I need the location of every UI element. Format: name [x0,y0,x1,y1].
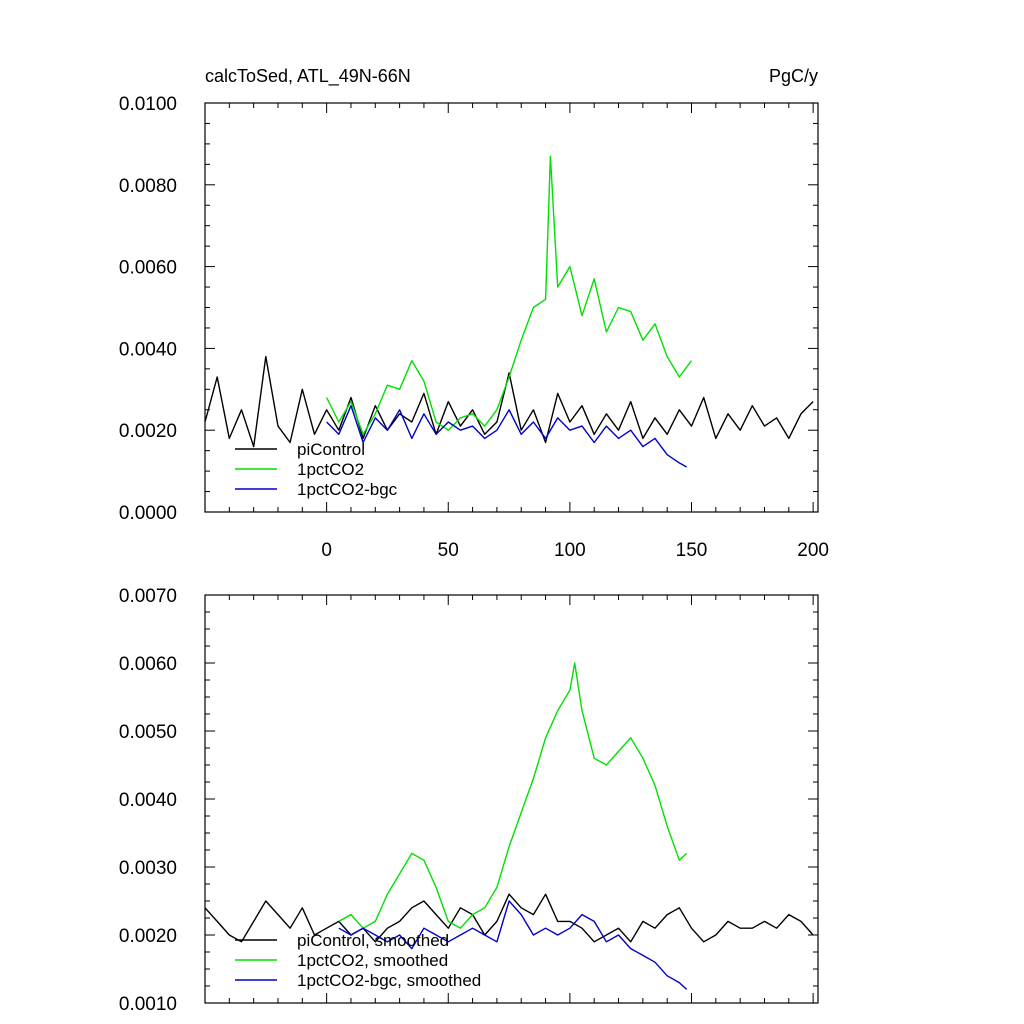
series-line-picontrol-smoothed [204,893,814,943]
y-tick-label: 0.0100 [119,94,177,115]
y-tick-label: 0.0030 [119,858,177,879]
chart-title: calcToSed, ATL_49N-66N [205,66,411,87]
bottom-panel: 0.0010 0.0020 0.0030 0.0040 0.0050 0.0060 0.00… [119,586,819,1015]
x-ticks [204,103,814,512]
y-tick-label: 0.0070 [119,586,177,607]
y-tick-label: 0.0040 [119,790,177,811]
legend-label: piControl [297,440,365,459]
units-label: PgC/y [769,66,818,86]
legend-label: piControl, smoothed [297,931,449,950]
y-tick-label: 0.0010 [119,994,177,1015]
y-ticks [205,594,818,1004]
y-ticks [205,102,818,513]
top-panel: 0 50 100 150 200 0.0000 0.0020 0.0040 0.0060 0.00… [119,66,829,561]
y-tick-label: 0.0040 [119,339,177,360]
x-ticks [204,595,814,1003]
y-tick-label: 0.0020 [119,926,177,947]
y-tick-label: 0.0060 [119,258,177,279]
x-tick-label: 50 [438,540,459,561]
series-line-1pctco2-smoothed [338,662,688,929]
y-tick-label: 0.0000 [119,503,177,524]
x-tick-label: 200 [797,540,829,561]
y-tick-label: 0.0060 [119,654,177,675]
y-tick-label: 0.0050 [119,722,177,743]
series-line-picontrol [204,355,814,448]
legend-label: 1pctCO2 [297,460,364,479]
x-tick-label: 0 [321,540,332,561]
legend-label: 1pctCO2-bgc, smoothed [297,971,481,990]
series-line-1pctco2-bgc [326,405,687,468]
legend-label: 1pctCO2, smoothed [297,951,448,970]
series-line-1pctco2-bgc-smoothed [338,900,688,990]
y-tick-label: 0.0020 [119,421,177,442]
series-line-1pctco2 [325,155,693,435]
y-tick-label: 0.0080 [119,176,177,197]
legend-label: 1pctCO2-bgc [297,480,398,499]
x-tick-label: 150 [676,540,708,561]
x-tick-label: 100 [554,540,586,561]
